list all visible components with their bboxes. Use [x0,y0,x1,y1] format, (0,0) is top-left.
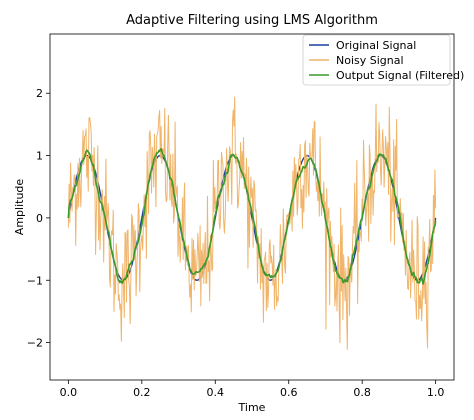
series-line-filtered-signal [67,148,437,285]
plot-frame [49,33,455,381]
y-axis-label: Amplitude [13,179,26,236]
y-tick-label: −2 [27,337,43,350]
y-axis: −2 −1 0 1 2 [27,87,50,350]
legend-label-noisy-signal: Noisy Signal [336,54,404,67]
series-layer [67,96,437,350]
y-tick-label: 2 [36,87,43,100]
x-tick-label: 0.0 [60,386,78,399]
y-tick-label: −1 [27,274,43,287]
chart-title: Adaptive Filtering using LMS Algorithm [126,13,378,28]
x-tick-label: 0.8 [353,386,371,399]
x-axis-label: Time [238,401,266,414]
y-tick-label: 1 [36,150,43,163]
legend-box [302,34,451,86]
x-tick-label: 0.6 [280,386,298,399]
y-tick-label: 0 [36,212,43,225]
legend: Original Signal Noisy Signal Output Sign… [302,34,464,86]
series-line-noisy-signal [67,96,437,350]
legend-label-filtered-signal: Output Signal (Filtered) [336,69,464,82]
plot-area [49,33,455,381]
legend-label-original-signal: Original Signal [336,39,416,52]
x-axis: 0.0 0.2 0.4 0.6 0.8 1.0 [60,380,445,399]
series-line-original-signal [67,154,437,281]
x-tick-label: 0.4 [207,386,225,399]
x-tick-label: 0.2 [133,386,151,399]
x-tick-label: 1.0 [427,386,445,399]
